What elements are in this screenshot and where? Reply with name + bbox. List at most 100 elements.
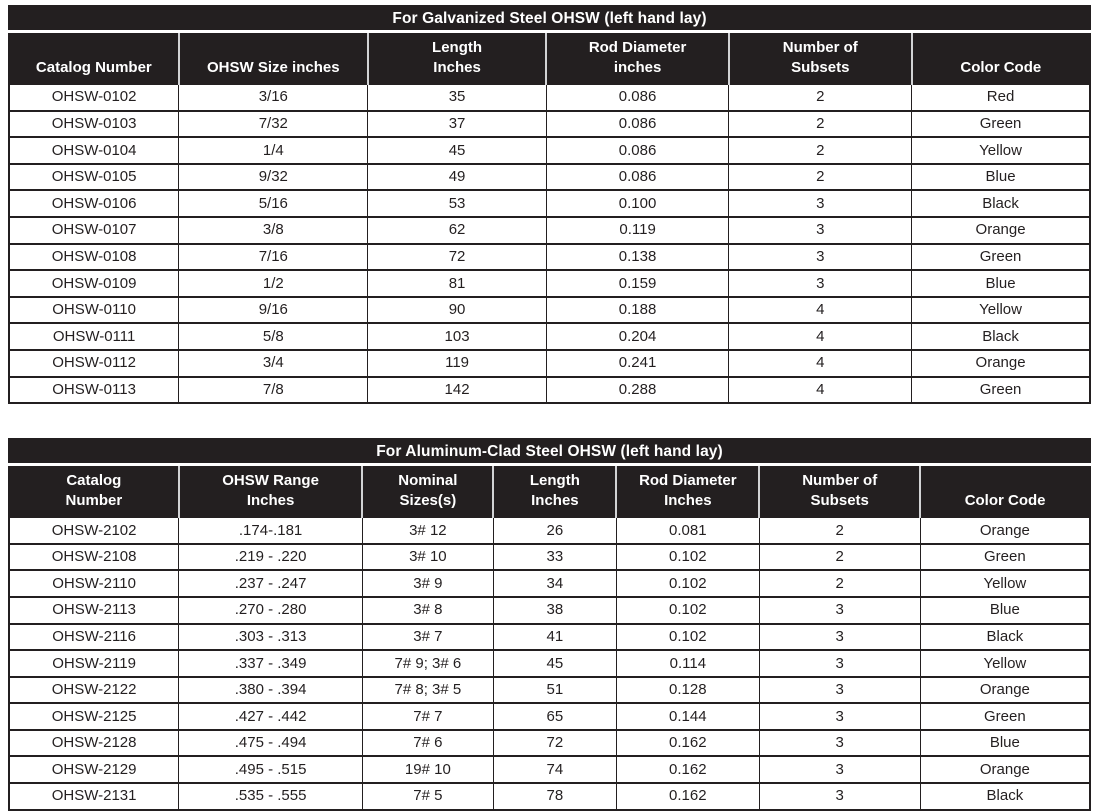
- table-cell: 0.128: [615, 675, 760, 705]
- table-row: OHSW-0108 7/16 72 0.138 3 Green: [8, 242, 1091, 272]
- table-cell: 37: [367, 109, 547, 139]
- table-cell: 3: [758, 755, 921, 785]
- table-cell: 2: [728, 109, 913, 139]
- table-cell: .535 - .555: [178, 782, 363, 811]
- column-header: Color Code: [919, 464, 1090, 518]
- table-cell: OHSW-0103: [8, 109, 180, 139]
- table-cell: 7/32: [178, 109, 369, 139]
- table-cell: 78: [492, 782, 617, 811]
- table-cell: Green: [911, 242, 1091, 272]
- table-title: For Aluminum-Clad Steel OHSW (left hand …: [9, 439, 1090, 467]
- table-cell: 1/4: [178, 136, 369, 165]
- table-cell: 38: [492, 595, 617, 625]
- table-cell: 81: [367, 269, 547, 298]
- table-row: OHSW-0105 9/32 49 0.086 2 Blue: [8, 162, 1091, 192]
- table-cell: 3# 12: [361, 516, 494, 545]
- table-cell: OHSW-0107: [8, 215, 180, 245]
- table-cell: 62: [367, 215, 547, 245]
- table-cell: .219 - .220: [178, 542, 363, 572]
- table-cell: 3: [728, 242, 913, 272]
- table-cell: Blue: [919, 595, 1091, 625]
- table-cell: Black: [911, 322, 1091, 351]
- table-cell: 7# 9; 3# 6: [361, 649, 494, 678]
- table-cell: 0.138: [545, 242, 730, 272]
- table-cell: 74: [492, 755, 617, 785]
- table-cell: 5/8: [178, 322, 369, 351]
- table-row: OHSW-2113.270 - .280 3# 8 38 0.102 3 Blue: [8, 595, 1091, 625]
- table-cell: 3# 10: [361, 542, 494, 572]
- table-cell: Orange: [919, 755, 1091, 785]
- table-cell: 2: [758, 516, 921, 545]
- table-cell: Orange: [919, 516, 1091, 545]
- column-header-row: Catalog Number OHSW Range Inches Nominal S…: [9, 464, 1090, 518]
- table-cell: Black: [919, 782, 1091, 811]
- table-cell: 5/16: [178, 189, 369, 218]
- table-row: OHSW-2122.380 - .394 7# 8; 3# 5 51 0.128 3 Or…: [8, 675, 1091, 705]
- table-cell: OHSW-0110: [8, 295, 180, 325]
- column-header: Nominal Sizes(s): [361, 464, 494, 518]
- table-cell: 0.086: [545, 83, 730, 112]
- table-cell: 3: [758, 782, 921, 811]
- table-cell: 34: [492, 569, 617, 598]
- table-cell: 45: [492, 649, 617, 678]
- table-cell: 51: [492, 675, 617, 705]
- table-cell: 49: [367, 162, 547, 192]
- table-cell: 3: [728, 269, 913, 298]
- table-cell: Blue: [911, 269, 1091, 298]
- table-cell: 3: [758, 702, 921, 731]
- column-header: Number of Subsets: [758, 464, 921, 518]
- table-row: OHSW-2129.495 - .515 19# 10 74 0.162 3 Orange: [8, 755, 1091, 785]
- galvanized-steel-spec-table: For Galvanized Steel OHSW (left hand lay…: [8, 5, 1091, 405]
- table-cell: 65: [492, 702, 617, 731]
- table-cell: .303 - .313: [178, 622, 363, 652]
- table-cell: 9/32: [178, 162, 369, 192]
- table-cell: .270 - .280: [178, 595, 363, 625]
- table-cell: 90: [367, 295, 547, 325]
- table-cell: 53: [367, 189, 547, 218]
- table-cell: OHSW-0111: [8, 322, 180, 351]
- galvanized-steel-table-section: For Galvanized Steel OHSW (left hand lay…: [8, 5, 1091, 405]
- table-row: OHSW-0102 3/16 35 0.086 2 Red: [8, 83, 1091, 112]
- table-cell: 41: [492, 622, 617, 652]
- column-header: Number of Subsets: [727, 31, 912, 84]
- table-cell: .237 - .247: [178, 569, 363, 598]
- table-row: OHSW-0112 3/4 119 0.241 4 Orange: [8, 348, 1091, 378]
- table-cell: 0.188: [545, 295, 730, 325]
- aluminum-clad-steel-table-section: For Aluminum-Clad Steel OHSW (left hand …: [8, 438, 1091, 811]
- table-cell: 103: [367, 322, 547, 351]
- table-cell: OHSW-2116: [8, 622, 180, 652]
- table-cell: OHSW-0112: [8, 348, 180, 378]
- table-cell: 0.102: [615, 542, 760, 572]
- column-header: Length Inches: [366, 31, 547, 84]
- table-cell: 3: [758, 675, 921, 705]
- table-cell: 119: [367, 348, 547, 378]
- table-cell: 0.204: [545, 322, 730, 351]
- table-cell: Yellow: [919, 649, 1091, 678]
- table-cell: 4: [728, 348, 913, 378]
- table-row: OHSW-0113 7/8 142 0.288 4 Green: [8, 375, 1091, 405]
- table-title: For Galvanized Steel OHSW (left hand lay…: [9, 6, 1090, 33]
- table-row: OHSW-0111 5/8 103 0.204 4 Black: [8, 322, 1091, 351]
- table-cell: 0.162: [615, 782, 760, 811]
- table-cell: OHSW-2122: [8, 675, 180, 705]
- table-cell: OHSW-0102: [8, 83, 180, 112]
- table-cell: 0.102: [615, 622, 760, 652]
- table-cell: .495 - .515: [178, 755, 363, 785]
- table-row: OHSW-0107 3/8 62 0.119 3 Orange: [8, 215, 1091, 245]
- table-cell: OHSW-0113: [8, 375, 180, 405]
- table-cell: 33: [492, 542, 617, 572]
- table-cell: 7# 8; 3# 5: [361, 675, 494, 705]
- table-cell: 2: [728, 162, 913, 192]
- table-cell: 0.159: [545, 269, 730, 298]
- table-cell: 3# 7: [361, 622, 494, 652]
- table-cell: 3/4: [178, 348, 369, 378]
- table-cell: .475 - .494: [178, 728, 363, 758]
- table-cell: .427 - .442: [178, 702, 363, 731]
- table-cell: 0.086: [545, 109, 730, 139]
- table-cell: OHSW-0106: [8, 189, 180, 218]
- table-cell: OHSW-0104: [8, 136, 180, 165]
- table-cell: 7/16: [178, 242, 369, 272]
- table-row: OHSW-2119.337 - .349 7# 9; 3# 6 45 0.114 3 Ye…: [8, 649, 1091, 678]
- table-cell: Yellow: [911, 295, 1091, 325]
